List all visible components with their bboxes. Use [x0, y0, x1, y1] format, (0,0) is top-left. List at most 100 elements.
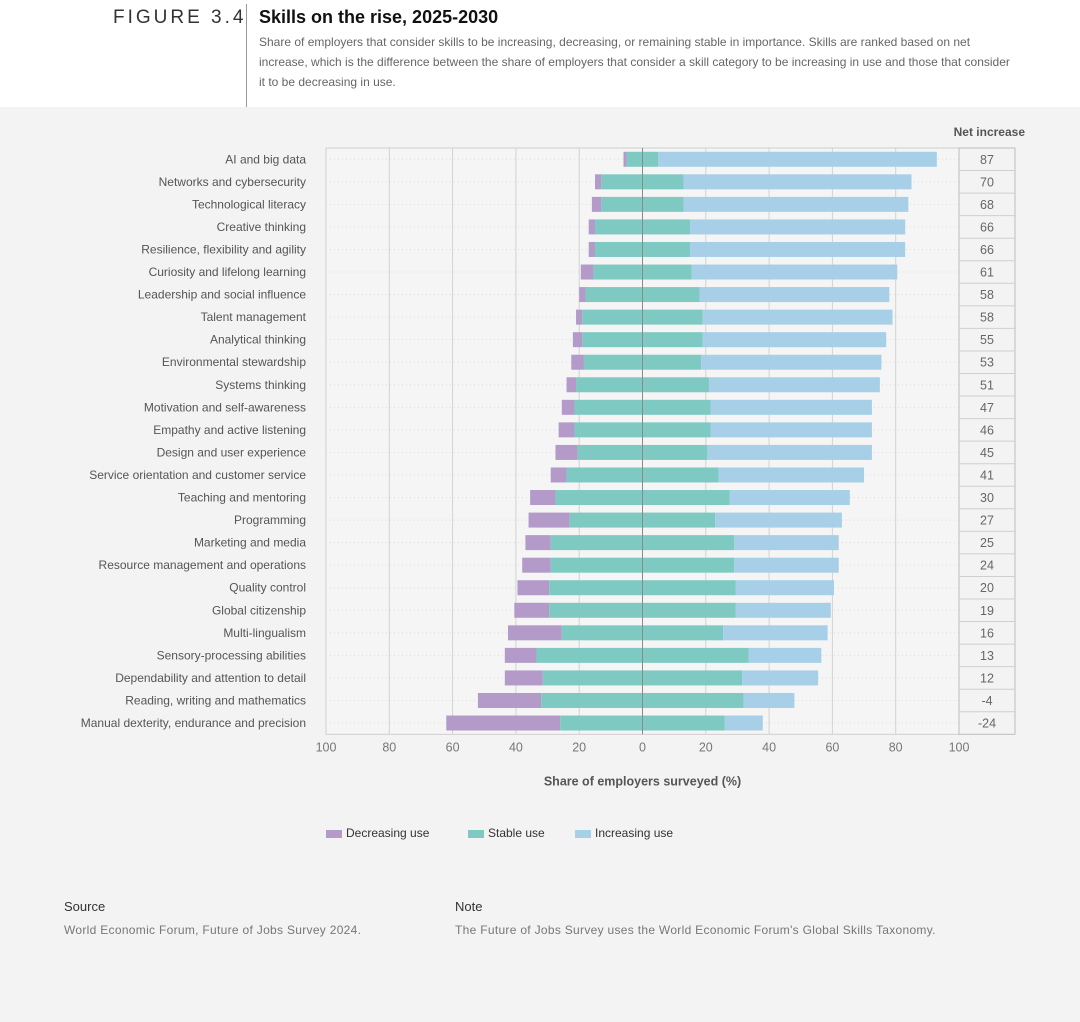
legend-swatch-stable	[468, 829, 484, 838]
category-label: Empathy and active listening	[153, 423, 306, 437]
category-label: Creative thinking	[217, 220, 306, 234]
bar-increasing	[734, 557, 839, 573]
x-tick-label: 80	[889, 740, 903, 754]
bar-decreasing	[588, 241, 596, 257]
category-label: Sensory-processing abilities	[157, 648, 306, 662]
diverging-bar-chart: AI and big data 87 Networks and cybersecur…	[81, 125, 1026, 788]
category-label: AI and big data	[225, 152, 306, 166]
bar-increasing	[734, 535, 839, 551]
bar-increasing	[689, 219, 906, 235]
header-divider	[246, 4, 247, 107]
bar-decreasing	[504, 670, 543, 686]
x-tick-label: 20	[699, 740, 713, 754]
bar-increasing	[702, 309, 893, 325]
category-label: Teaching and mentoring	[178, 491, 306, 505]
category-label: Global citizenship	[212, 603, 306, 617]
figure-subtitle: Share of employers that consider skills …	[259, 35, 1010, 89]
bar-decreasing	[561, 399, 575, 415]
bar-decreasing	[588, 219, 596, 235]
bar-increasing	[718, 467, 865, 483]
net-increase-value: 25	[980, 536, 994, 550]
category-label: Resilience, flexibility and agility	[141, 242, 306, 256]
category-label: Technological literacy	[192, 197, 306, 211]
bar-decreasing	[595, 174, 602, 190]
bar-increasing	[683, 174, 912, 190]
note-text: The Future of Jobs Survey uses the World…	[455, 923, 936, 937]
legend-label-stable: Stable use	[488, 826, 545, 840]
bar-decreasing	[525, 535, 551, 551]
bar-increasing	[715, 512, 842, 528]
chart-area: AI and big data 87 Networks and cybersecur…	[0, 107, 1080, 887]
x-tick-label: 100	[316, 740, 337, 754]
net-increase-value: 20	[980, 581, 994, 595]
figure-title: Skills on the rise, 2025-2030	[259, 7, 499, 27]
bar-increasing	[689, 241, 906, 257]
bar-decreasing	[477, 692, 542, 708]
bar-increasing	[735, 602, 831, 618]
bar-increasing	[707, 444, 872, 460]
bar-increasing	[702, 332, 887, 348]
bar-decreasing	[566, 377, 577, 393]
bar-increasing	[708, 377, 880, 393]
legend-item-stable: Stable use	[468, 826, 545, 840]
x-tick-label: 60	[446, 740, 460, 754]
bar-increasing	[735, 580, 834, 596]
x-tick-label: 40	[762, 740, 776, 754]
net-increase-value: 45	[980, 446, 994, 460]
bar-increasing	[729, 490, 850, 506]
bar-decreasing	[517, 580, 550, 596]
bar-increasing	[742, 670, 819, 686]
x-axis-title: Share of employers surveyed (%)	[544, 774, 741, 788]
bar-decreasing	[514, 602, 550, 618]
category-label: Resource management and operations	[99, 558, 306, 572]
net-increase-value: 87	[980, 153, 994, 167]
bar-increasing	[710, 422, 872, 438]
net-increase-value: 55	[980, 333, 994, 347]
legend-label-increasing: Increasing use	[595, 826, 674, 840]
net-increase-value: 70	[980, 175, 994, 189]
category-label: Motivation and self-awareness	[144, 400, 306, 414]
bar-increasing	[743, 692, 795, 708]
bar-decreasing	[591, 196, 602, 212]
net-increase-value: 27	[980, 514, 994, 528]
bar-decreasing	[571, 354, 584, 370]
x-tick-label: 20	[572, 740, 586, 754]
bar-increasing	[699, 287, 890, 303]
net-increase-value: 66	[980, 220, 994, 234]
net-increase-value: 66	[980, 243, 994, 257]
category-label: Reading, writing and mathematics	[125, 693, 306, 707]
net-increase-value: 12	[980, 671, 994, 685]
category-label: Networks and cybersecurity	[159, 175, 306, 189]
net-increase-value: 68	[980, 198, 994, 212]
net-increase-value: 61	[980, 266, 994, 280]
category-label: Analytical thinking	[210, 333, 306, 347]
net-increase-value: -24	[978, 717, 996, 731]
bar-increasing	[691, 264, 898, 280]
net-increase-value: 53	[980, 356, 994, 370]
category-label: Programming	[234, 513, 306, 527]
category-label: Environmental stewardship	[162, 355, 306, 369]
legend-item-decreasing: Decreasing use	[326, 826, 429, 840]
legend-swatch-increasing	[575, 829, 591, 838]
x-tick-label: 100	[949, 740, 970, 754]
bar-increasing	[723, 625, 828, 641]
category-label: Dependability and attention to detail	[115, 671, 306, 685]
net-increase-value: -4	[981, 694, 992, 708]
x-tick-label: 60	[825, 740, 839, 754]
category-label: Manual dexterity, endurance and precisio…	[81, 716, 306, 730]
net-increase-value: 58	[980, 311, 994, 325]
x-tick-label: 40	[509, 740, 523, 754]
net-increase-value: 13	[980, 649, 994, 663]
category-label: Design and user experience	[157, 445, 307, 459]
net-increase-value: 47	[980, 401, 994, 415]
note-heading: Note	[455, 899, 483, 914]
bar-decreasing	[446, 715, 561, 731]
category-label: Service orientation and customer service	[89, 468, 306, 482]
source-text: World Economic Forum, Future of Jobs Sur…	[64, 923, 362, 937]
x-tick-label: 80	[382, 740, 396, 754]
net-increase-value: 58	[980, 288, 994, 302]
bar-increasing	[710, 399, 872, 415]
category-label: Talent management	[201, 310, 307, 324]
bar-decreasing	[576, 309, 583, 325]
net-increase-value: 30	[980, 491, 994, 505]
